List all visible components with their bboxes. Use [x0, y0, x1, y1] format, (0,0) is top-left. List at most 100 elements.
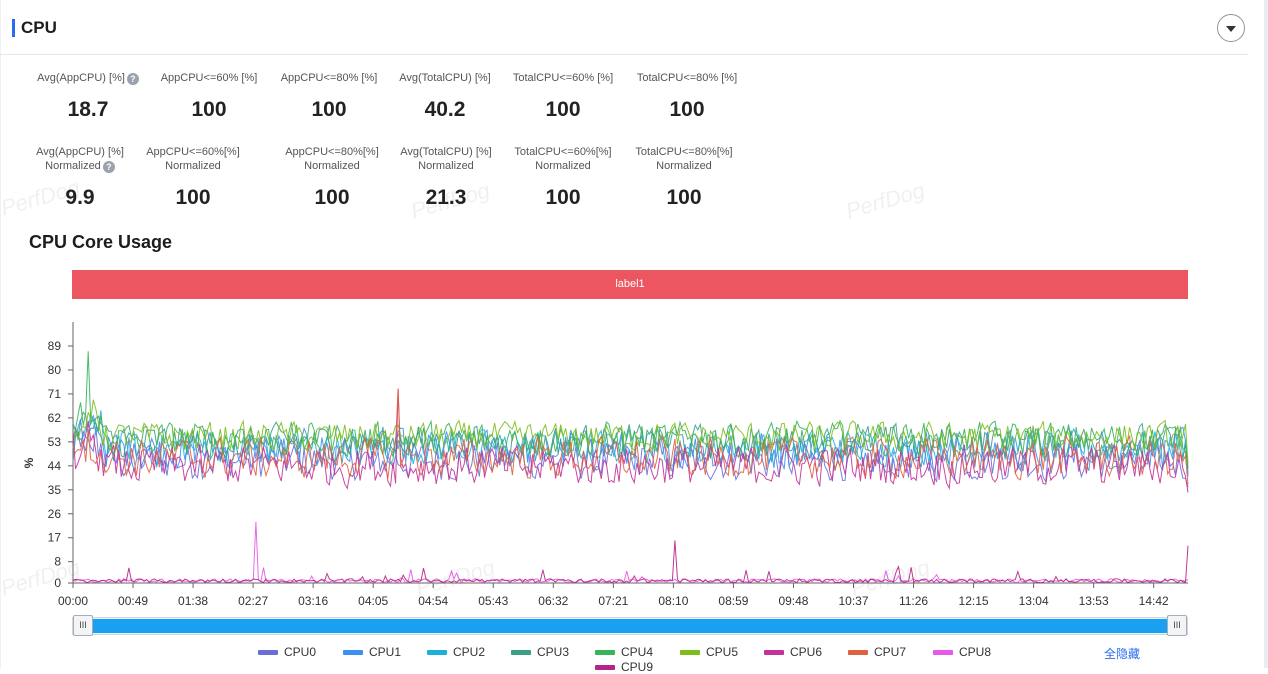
x-tick-label: 07:21 [598, 594, 628, 608]
legend-swatch [764, 650, 784, 656]
metric-label-text: AppCPU<=60% [%] [160, 72, 258, 84]
metric-label-subtext: Normalized [45, 160, 101, 172]
metric-label: Avg(TotalCPU) [%] Normalized [376, 145, 516, 173]
metric-value: 100 [191, 98, 227, 121]
metric-label-text: AppCPU<=80% [%] [280, 72, 378, 84]
zoom-slider-right-handle[interactable]: III [1167, 615, 1187, 636]
legend-item-cpu3[interactable]: CPU3 [511, 645, 569, 659]
metric-label-subtext: Normalized [535, 160, 591, 172]
x-tick-label: 14:42 [1139, 594, 1169, 608]
metric-value: 100 [669, 98, 705, 121]
help-icon: ? [102, 161, 115, 173]
x-tick-label: 11:26 [899, 594, 928, 608]
y-axis-label: % [22, 457, 36, 468]
legend-item-cpu7[interactable]: CPU7 [848, 645, 906, 659]
cpu-core-line-chart[interactable]: 0 8 17 26 35 44 53 62 71 80 89% 00:00 00:49 01:38 02:2… [0, 310, 1200, 610]
zoom-slider-range[interactable] [84, 619, 1176, 633]
metric-label-text: Avg(TotalCPU) [%] [399, 72, 491, 84]
metric-label: AppCPU<=80% [%] [259, 71, 399, 85]
legend-label: CPU7 [874, 645, 907, 659]
zoom-slider-left-handle[interactable]: III [73, 615, 93, 636]
metric-label-text: Avg(AppCPU) [%] [36, 146, 124, 158]
metric-label: Avg(AppCPU) [%] Normalized? [10, 145, 150, 173]
metric-label-text: TotalCPU<=80% [%] [636, 72, 738, 84]
metric-value: 18.7 [67, 98, 109, 121]
series-line-cpu8 [72, 521, 1189, 584]
metric-value: 100 [545, 186, 581, 209]
legend-label: CPU0 [284, 645, 317, 659]
legend-label: CPU3 [537, 645, 570, 659]
x-tick-label: 05:43 [478, 594, 508, 608]
panel-border [0, 0, 1, 668]
x-tick-label: 04:54 [418, 594, 448, 608]
metric-label-text: TotalCPU<=60%[%] [514, 146, 612, 158]
legend-item-cpu5[interactable]: CPU5 [680, 645, 738, 659]
legend-item-cpu2[interactable]: CPU2 [427, 645, 485, 659]
x-tick-label: 03:16 [298, 594, 328, 608]
metric-label-text: Avg(TotalCPU) [%] [400, 146, 492, 158]
metric-label: AppCPU<=60% [%] [139, 71, 279, 85]
y-tick-label: 62 [48, 411, 62, 425]
legend-item-cpu9[interactable]: CPU9 [595, 660, 653, 674]
label-marker-bar[interactable]: label1 [72, 270, 1188, 299]
section-header-title: CPU [21, 18, 57, 37]
metric-value: 9.9 [65, 186, 95, 209]
metric-value: 100 [666, 186, 702, 209]
metric-label: TotalCPU<=80% [%] [617, 71, 757, 85]
scrollbar-track[interactable] [1264, 0, 1268, 668]
legend-swatch [595, 650, 615, 656]
legend-label: CPU1 [369, 645, 402, 659]
series-line-cpu5 [72, 399, 1189, 464]
metric-label-text: TotalCPU<=60% [%] [512, 72, 614, 84]
legend-item-cpu8[interactable]: CPU8 [933, 645, 991, 659]
legend-label: CPU9 [621, 660, 654, 674]
legend-label: CPU2 [453, 645, 486, 659]
legend-label: CPU4 [621, 645, 654, 659]
series-line-cpu6 [72, 388, 1189, 493]
x-tick-label: 06:32 [538, 594, 568, 608]
x-tick-label: 10:37 [838, 594, 868, 608]
legend-item-cpu4[interactable]: CPU4 [595, 645, 653, 659]
hide-all-button[interactable]: 全隐藏 [1104, 647, 1141, 661]
legend-label: CPU6 [790, 645, 823, 659]
y-tick-label: 80 [48, 363, 62, 377]
x-tick-label: 08:59 [718, 594, 748, 608]
metric-label-subtext: Normalized [165, 160, 221, 172]
collapse-button[interactable] [1217, 14, 1245, 42]
series-line-cpu9 [72, 540, 1189, 584]
metric-label: AppCPU<=60%[%] Normalized [123, 145, 263, 173]
metric-label: TotalCPU<=60% [%] [493, 71, 633, 85]
legend-item-cpu6[interactable]: CPU6 [764, 645, 822, 659]
x-tick-label: 13:53 [1079, 594, 1109, 608]
legend-label: CPU8 [959, 645, 992, 659]
legend-item-cpu1[interactable]: CPU1 [343, 645, 401, 659]
metric-label-subtext: Normalized [656, 160, 712, 172]
core-usage-title: CPU Core Usage [29, 232, 173, 252]
x-tick-label: 13:04 [1019, 594, 1049, 608]
legend-label: CPU5 [706, 645, 739, 659]
y-tick-label: 44 [48, 459, 62, 473]
metric-label: TotalCPU<=60%[%] Normalized [493, 145, 633, 173]
cpu-section-header: CPU [0, 0, 1248, 55]
y-tick-label: 89 [48, 339, 62, 353]
y-tick-label: 0 [54, 576, 61, 590]
x-tick-label: 00:49 [118, 594, 148, 608]
metric-label-text: TotalCPU<=80%[%] [635, 146, 733, 158]
y-tick-label: 35 [48, 483, 62, 497]
legend-swatch [680, 650, 700, 656]
y-tick-label: 26 [48, 507, 62, 521]
metric-label-text: AppCPU<=80%[%] [285, 146, 379, 158]
metric-label: AppCPU<=80%[%] Normalized [262, 145, 402, 173]
metric-label-text: Avg(AppCPU) [%] [37, 72, 125, 84]
y-tick-label: 8 [54, 555, 61, 569]
y-tick-label: 17 [48, 531, 62, 545]
series-line-cpu0 [72, 426, 1189, 488]
series-line-cpu7 [72, 388, 1189, 485]
metric-label-text: AppCPU<=60%[%] [146, 146, 240, 158]
x-tick-label: 01:38 [178, 594, 208, 608]
metric-value: 100 [311, 98, 347, 121]
x-tick-label: 08:10 [658, 594, 688, 608]
metric-label: Avg(AppCPU) [%]? [18, 71, 158, 85]
title-accent-bar [12, 19, 15, 37]
legend-item-cpu0[interactable]: CPU0 [258, 645, 316, 659]
